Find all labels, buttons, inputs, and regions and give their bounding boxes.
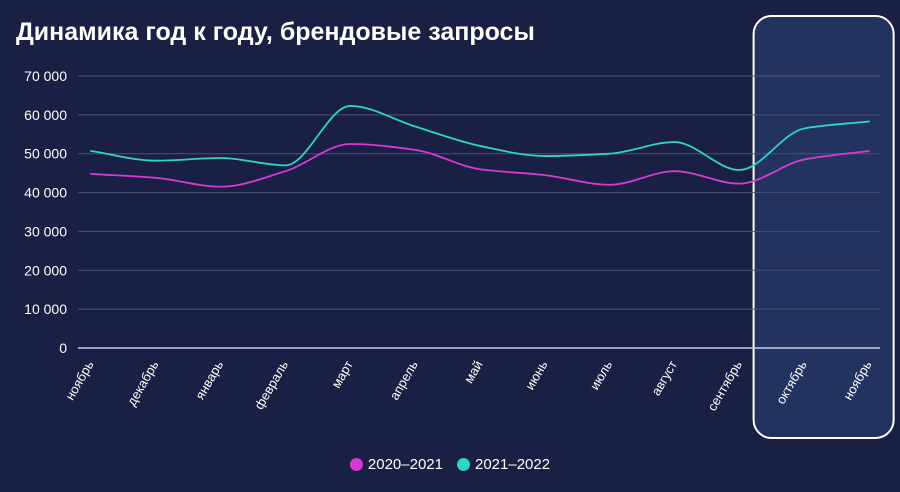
legend-item-series-2[interactable]: 2021–2022 [457,456,550,473]
grid-layer [78,75,880,349]
y-tick-label: 40 000 [24,185,67,201]
highlight-period-box [752,15,895,439]
x-tick-label: май [461,358,486,386]
chart-title: Динамика год к году, брендовые запросы [16,18,535,46]
x-tick-label: март [328,358,356,391]
series-line-1 [90,143,870,188]
x-tick-label: февраль [251,358,291,412]
legend: 2020–2021 2021–2022 [0,456,900,473]
x-tick-label: декабрь [124,358,162,409]
y-tick-label: 20 000 [24,262,67,278]
y-tick-label: 10 000 [24,301,67,317]
x-tick-label: ноябрь [62,358,97,403]
x-tick-label: июнь [522,358,551,393]
highlight-layer [752,15,895,439]
legend-swatch-series-1 [349,458,363,471]
x-tick-label: сентябрь [704,358,745,414]
x-tick-label: август [648,358,680,398]
x-tick-label: январь [192,358,226,402]
y-tick-label: 30 000 [24,223,67,239]
legend-label-series-2: 2021–2022 [475,456,551,473]
y-axis-ticks: 0 10 000 20 000 30 000 40 000 50 000 60 000 70 … [24,68,67,356]
y-tick-label: 50 000 [24,146,67,162]
legend-item-series-1[interactable]: 2020–2021 [349,456,443,473]
series-layer [90,105,870,188]
legend-swatch-series-2 [457,458,470,471]
series-line-2 [90,105,870,171]
y-tick-label: 70 000 [24,68,67,84]
legend-label-series-1: 2020–2021 [367,456,443,473]
y-tick-label: 60 000 [24,107,67,123]
y-tick-label: 0 [59,340,67,356]
x-tick-label: июль [587,358,616,393]
x-tick-label: апрель [386,358,420,403]
